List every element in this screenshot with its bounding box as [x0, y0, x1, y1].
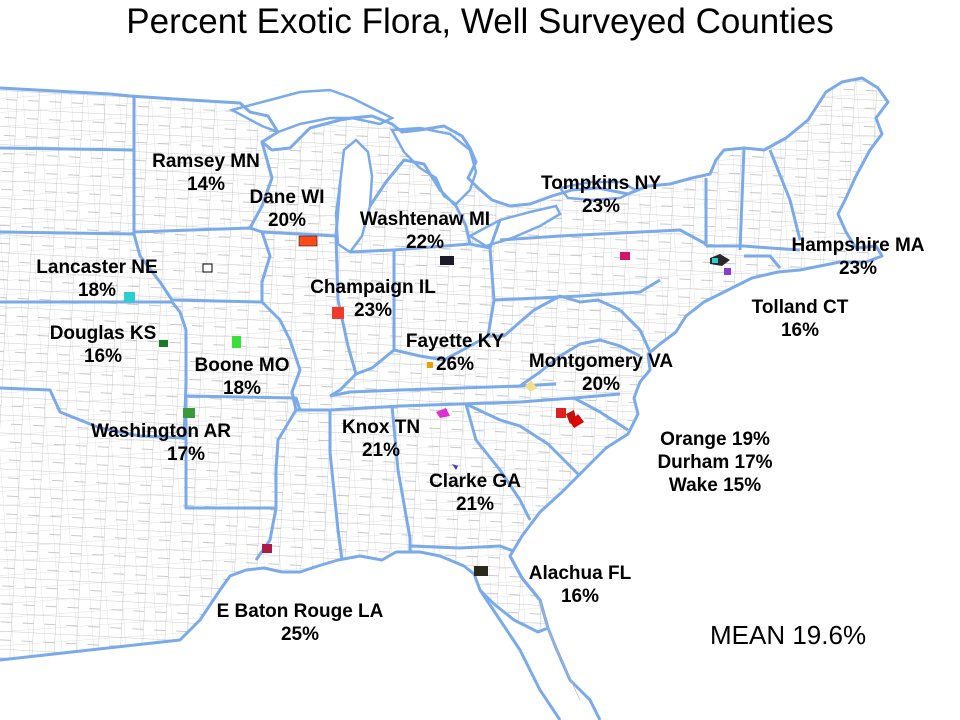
county-name: Clarke GA — [429, 471, 521, 492]
county-name: Dane WI — [249, 187, 325, 208]
label-dane: Dane WI 20% — [232, 186, 342, 232]
county-name: Tolland CT — [751, 297, 849, 318]
marker-douglas — [159, 340, 168, 347]
label-fayette: Fayette KY 26% — [392, 330, 518, 376]
label-ramsey: Ramsey MN 14% — [136, 150, 276, 196]
label-clarke: Clarke GA 21% — [410, 470, 540, 516]
county-percent: 18% — [77, 280, 117, 301]
county-percent: 16% — [780, 320, 820, 341]
label-washtenaw: Washtenaw MI 22% — [340, 208, 510, 254]
county-percent: 22% — [405, 232, 445, 253]
county-name: Hampshire MA — [791, 235, 925, 256]
county-percent: 26% — [435, 354, 475, 375]
county-name: Tompkins NY — [541, 173, 661, 194]
county-name: Knox TN — [341, 417, 421, 438]
marker-dane — [298, 235, 318, 247]
marker-montgomery — [525, 380, 537, 392]
map-title: Percent Exotic Flora, Well Surveyed Coun… — [126, 2, 834, 41]
county-name: Washtenaw MI — [359, 209, 491, 230]
county-name: Ramsey MN — [152, 151, 260, 172]
county-percent: 14% — [186, 174, 226, 195]
county-percent: 21% — [455, 494, 495, 515]
label-triangle: Orange 19% Durham 17% Wake 15% — [640, 428, 790, 497]
county-name: Fayette KY — [405, 331, 505, 352]
marker-wake — [570, 414, 584, 428]
label-hampshire: Hampshire MA 23% — [770, 234, 946, 280]
marker-fayette — [427, 362, 433, 368]
marker-alachua — [474, 566, 488, 576]
marker-washington — [183, 408, 195, 418]
label-tolland: Tolland CT 16% — [730, 296, 870, 342]
county-name: Boone MO — [194, 355, 290, 376]
label-tompkins: Tompkins NY 23% — [516, 172, 686, 218]
county-percent: 25% — [280, 624, 320, 645]
label-knox: Knox TN 21% — [326, 416, 436, 462]
county-percent: 20% — [267, 210, 307, 231]
marker-tompkins — [620, 252, 630, 260]
county-name: Washington AR — [90, 421, 231, 442]
marker-tolland — [724, 268, 731, 275]
label-montgomery: Montgomery VA 20% — [506, 350, 696, 396]
durham-label: Durham 17% — [657, 452, 773, 473]
marker-washtenaw — [440, 256, 454, 265]
county-name: Lancaster NE — [36, 257, 158, 278]
county-percent: 20% — [581, 374, 621, 395]
county-name: Alachua FL — [528, 563, 632, 584]
marker-nebraska-cyan — [124, 292, 135, 302]
marker-knox — [436, 408, 450, 418]
marker-boone — [232, 336, 241, 348]
orange-label: Orange 19% — [660, 429, 770, 450]
county-name: Douglas KS — [49, 323, 157, 344]
marker-champaign — [332, 307, 344, 319]
county-percent: 16% — [83, 346, 123, 367]
marker-ebatonrouge — [262, 544, 272, 553]
county-percent: 23% — [581, 196, 621, 217]
label-ebatonrouge: E Baton Rouge LA 25% — [190, 600, 410, 646]
label-alachua: Alachua FL 16% — [510, 562, 650, 608]
label-lancaster: Lancaster NE 18% — [14, 256, 180, 302]
label-douglas: Douglas KS 16% — [30, 322, 176, 368]
county-percent: 23% — [353, 300, 393, 321]
label-boone: Boone MO 18% — [172, 354, 312, 400]
county-percent: 18% — [222, 378, 262, 399]
marker-clarke — [452, 464, 458, 470]
county-name: E Baton Rouge LA — [216, 601, 384, 622]
county-percent: 17% — [166, 444, 206, 465]
marker-orange — [556, 408, 566, 418]
marker-lancaster — [202, 263, 213, 273]
county-percent: 23% — [838, 258, 878, 279]
county-name: Montgomery VA — [528, 351, 674, 372]
county-percent: 16% — [560, 586, 600, 607]
county-name: Champaign IL — [310, 277, 436, 298]
label-washington: Washington AR 17% — [66, 420, 256, 466]
marker-ct-cyan — [712, 258, 718, 263]
wake-label: Wake 15% — [668, 475, 762, 496]
label-champaign: Champaign IL 23% — [290, 276, 456, 322]
mean-label: MEAN 19.6% — [710, 620, 867, 650]
county-percent: 21% — [361, 440, 401, 461]
